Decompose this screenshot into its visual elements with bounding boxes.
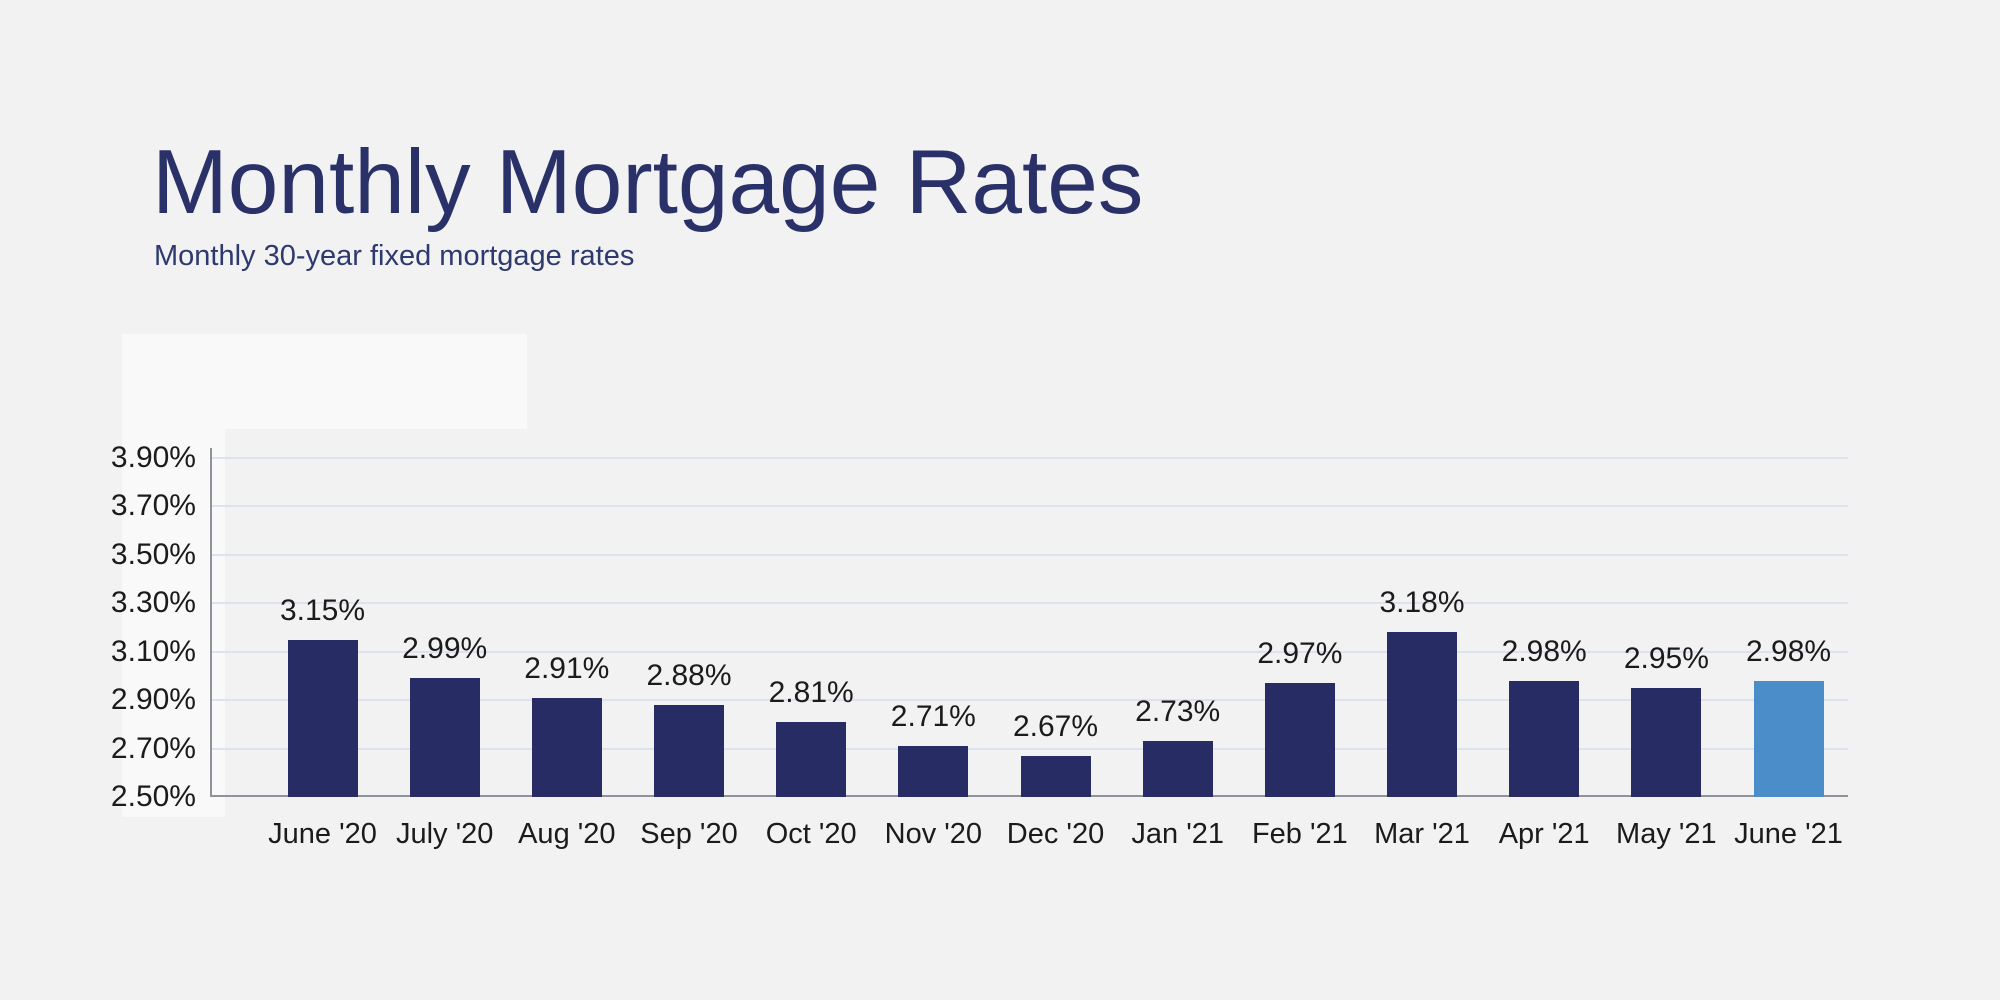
y-axis-tick-label: 3.30%	[110, 586, 196, 620]
bar-apr-21	[1509, 680, 1580, 797]
bar-sep-20	[654, 705, 724, 797]
x-axis-label: July '20	[395, 818, 494, 850]
plot-area	[212, 457, 1848, 797]
x-axis-label: May '21	[1616, 818, 1717, 850]
bar-mar-21	[1387, 632, 1458, 797]
bar-value-label: 2.88%	[646, 658, 732, 692]
bar-value-label: 2.81%	[768, 675, 854, 709]
gridline	[212, 747, 1848, 750]
bar-aug-20	[531, 697, 602, 797]
bar-value-label: 2.98%	[1745, 634, 1832, 668]
gridline	[212, 650, 1848, 653]
gridline	[212, 505, 1848, 508]
x-axis-label: Jan '21	[1131, 818, 1224, 850]
gridline	[212, 553, 1848, 556]
x-axis-label: June '21	[1734, 818, 1843, 850]
bar-value-label: 2.99%	[402, 632, 488, 666]
x-axis-label: Dec '20	[1006, 818, 1105, 850]
bar-value-label: 2.95%	[1623, 642, 1709, 676]
background-highlight-panel-top	[122, 334, 527, 429]
x-axis-label: June '20	[268, 818, 377, 850]
y-axis-tick-label: 3.90%	[110, 441, 196, 474]
y-axis-line	[210, 448, 212, 797]
page-title: Monthly Mortgage Rates	[152, 132, 1144, 233]
bar-june-21	[1753, 680, 1824, 797]
bar-value-label: 2.67%	[1012, 709, 1099, 743]
x-axis-label: Mar '21	[1374, 818, 1470, 850]
bar-oct-20	[776, 721, 847, 797]
y-axis-tick-label: 3.10%	[110, 634, 196, 668]
gridline	[212, 699, 1848, 702]
y-axis-tick-label: 2.90%	[110, 683, 196, 717]
bar-july-20	[409, 678, 480, 797]
y-axis-tick-label: 3.50%	[110, 537, 196, 571]
bar-jan-21	[1142, 741, 1213, 797]
gridline	[212, 602, 1848, 605]
x-axis-label: Apr '21	[1498, 818, 1590, 850]
y-axis-tick-label: 3.70%	[110, 489, 196, 523]
y-axis-tick-label: 2.50%	[110, 780, 196, 813]
page-subtitle: Monthly 30-year fixed mortgage rates	[154, 240, 635, 272]
bar-value-label: 3.18%	[1379, 586, 1465, 620]
x-axis-label: Oct '20	[765, 818, 857, 850]
bar-june-20	[287, 639, 358, 797]
x-axis-label: Feb '21	[1251, 818, 1348, 850]
bar-dec-20	[1020, 755, 1091, 797]
y-axis-tick-label: 2.70%	[110, 731, 196, 765]
x-axis-label: Nov '20	[884, 818, 983, 850]
bar-value-label: 2.97%	[1257, 637, 1343, 671]
gridline	[212, 457, 1848, 459]
background-highlight-panel-left	[122, 429, 225, 817]
bar-value-label: 3.15%	[279, 593, 366, 627]
bar-value-label: 2.98%	[1501, 634, 1587, 668]
bar-feb-21	[1264, 683, 1335, 797]
x-axis-label: Sep '20	[640, 818, 738, 850]
bar-value-label: 2.71%	[890, 700, 976, 734]
bar-nov-20	[898, 746, 969, 797]
bar-value-label: 2.73%	[1135, 695, 1221, 729]
bar-value-label: 2.91%	[524, 651, 610, 685]
bar-may-21	[1631, 688, 1702, 797]
x-axis-label: Aug '20	[518, 818, 616, 850]
